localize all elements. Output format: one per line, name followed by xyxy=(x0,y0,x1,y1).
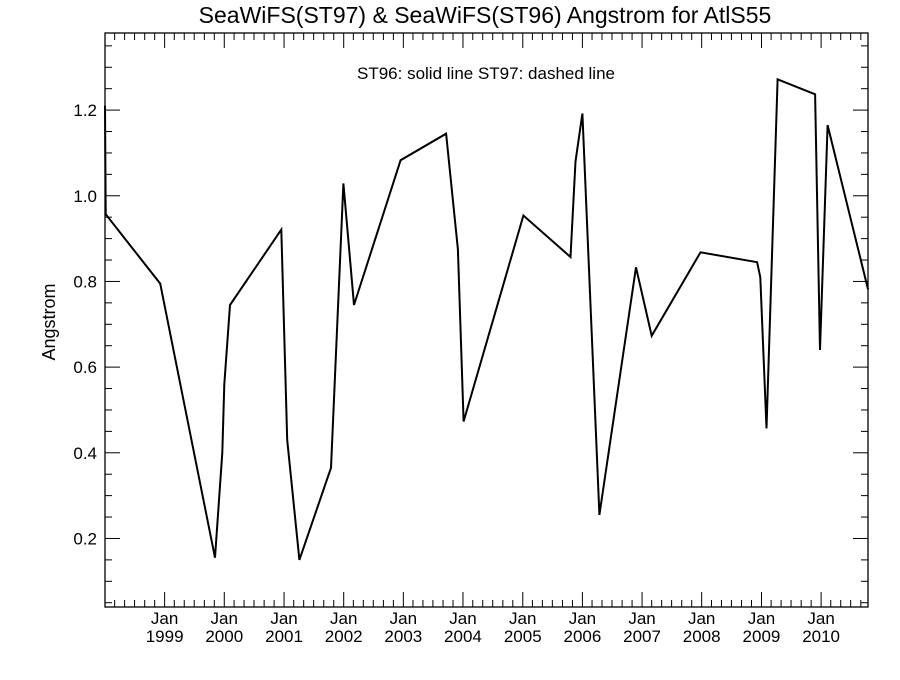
y-axis-label: Angstrom xyxy=(39,283,59,360)
legend-annotation: ST96: solid line ST97: dashed line xyxy=(357,64,615,83)
x-tick-month-label: Jan xyxy=(748,609,775,628)
x-tick-year-label: 2004 xyxy=(444,627,482,646)
x-tick-month-label: Jan xyxy=(449,609,476,628)
x-tick-month-label: Jan xyxy=(688,609,715,628)
x-tick-month-label: Jan xyxy=(270,609,297,628)
x-tick-year-label: 2007 xyxy=(623,627,661,646)
x-tick-month-label: Jan xyxy=(330,609,357,628)
x-tick-month-label: Jan xyxy=(807,609,834,628)
x-tick-year-label: 2008 xyxy=(683,627,721,646)
x-tick-month-label: Jan xyxy=(628,609,655,628)
x-tick-year-label: 2003 xyxy=(384,627,422,646)
x-tick-month-label: Jan xyxy=(151,609,178,628)
x-tick-year-label: 2006 xyxy=(563,627,601,646)
y-tick-label: 0.6 xyxy=(73,358,97,377)
x-tick-month-label: Jan xyxy=(211,609,238,628)
x-tick-year-label: 2005 xyxy=(504,627,542,646)
x-tick-month-label: Jan xyxy=(390,609,417,628)
y-tick-label: 0.2 xyxy=(73,529,97,548)
y-tick-label: 0.8 xyxy=(73,272,97,291)
series-line-st96 xyxy=(104,77,869,561)
x-tick-month-label: Jan xyxy=(509,609,536,628)
series-layer xyxy=(104,77,869,561)
plot-frame xyxy=(104,32,869,608)
chart-title: SeaWiFS(ST97) & SeaWiFS(ST96) Angstrom f… xyxy=(199,2,772,28)
x-tick-year-label: 2010 xyxy=(802,627,840,646)
x-tick-year-label: 2009 xyxy=(743,627,781,646)
x-axis: Jan1999Jan2000Jan2001Jan2002Jan2003Jan20… xyxy=(114,33,862,646)
y-tick-label: 1.0 xyxy=(73,187,97,206)
x-tick-year-label: 2001 xyxy=(265,627,303,646)
y-tick-label: 1.2 xyxy=(73,101,97,120)
x-tick-month-label: Jan xyxy=(569,609,596,628)
x-tick-year-label: 1999 xyxy=(146,627,184,646)
y-axis: 0.2 0.4 0.6 0.8 1.0 1.2 xyxy=(73,45,868,604)
x-tick-year-label: 2000 xyxy=(205,627,243,646)
y-tick-label: 0.4 xyxy=(73,444,97,463)
x-tick-year-label: 2002 xyxy=(325,627,363,646)
